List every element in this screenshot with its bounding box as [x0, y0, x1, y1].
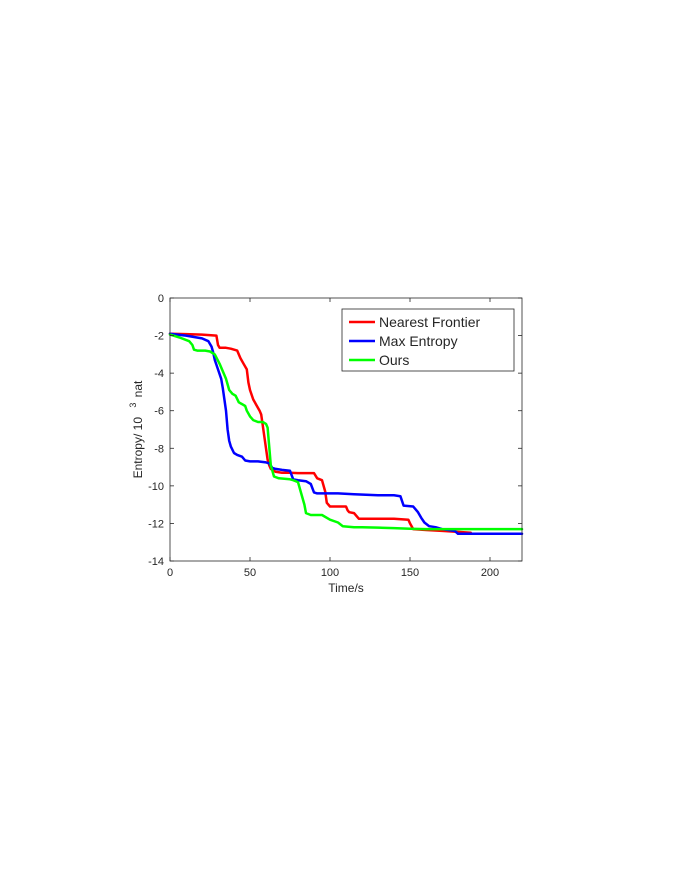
legend: Nearest Frontier Max Entropy Ours	[341, 308, 515, 372]
y-tick-label: -14	[148, 556, 164, 568]
y-axis-label: Entropy/ 10 3 nat	[125, 380, 145, 478]
y-axis-label-prefix: Entropy/ 10	[131, 417, 145, 479]
plot-frame	[169, 297, 523, 562]
legend-entry-nearest-frontier: Nearest Frontier	[349, 314, 480, 330]
y-tick-label: -2	[154, 331, 164, 343]
legend-label-max-entropy: Max Entropy	[379, 333, 458, 349]
y-tick-label: -10	[148, 481, 164, 493]
legend-label-ours: Ours	[379, 352, 409, 368]
x-axis-label: Time/s	[328, 581, 364, 595]
series-layer	[168, 332, 524, 536]
series-line-max-entropy	[168, 332, 524, 536]
axis-ticks: 0 50 100 150 200 0 -2 -4 -6 -8 -10 -12 -14	[148, 293, 522, 579]
y-tick-label: 0	[158, 293, 164, 305]
x-tick-label: 100	[321, 567, 339, 579]
series-line-ours	[168, 333, 524, 531]
x-tick-label: 200	[481, 567, 499, 579]
y-tick-label: -12	[148, 518, 164, 530]
legend-label-nearest-frontier: Nearest Frontier	[379, 314, 480, 330]
y-tick-label: -4	[154, 368, 164, 380]
legend-entry-ours: Ours	[349, 352, 409, 368]
x-tick-label: 150	[401, 567, 419, 579]
legend-entry-max-entropy: Max Entropy	[349, 333, 458, 349]
y-tick-label: -6	[154, 406, 164, 418]
y-axis-label-exponent: 3	[128, 403, 138, 408]
y-tick-label: -8	[154, 443, 164, 455]
x-tick-label: 0	[167, 567, 173, 579]
x-tick-label: 50	[244, 567, 256, 579]
y-axis-label-unit: nat	[131, 380, 145, 397]
